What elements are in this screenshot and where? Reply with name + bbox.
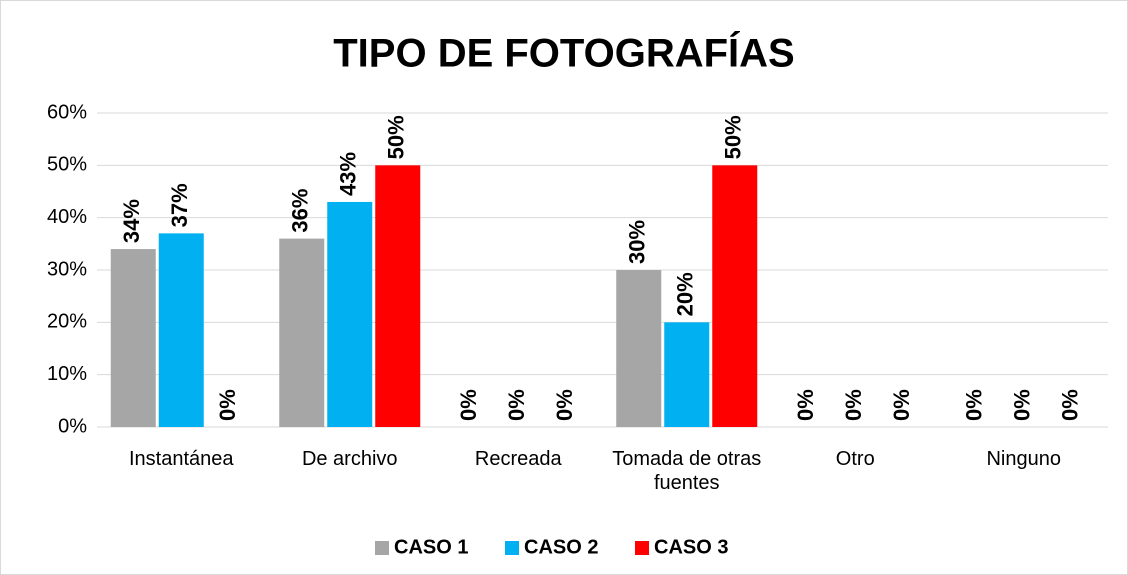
legend-swatch (635, 541, 649, 555)
bar (375, 165, 421, 428)
data-label: 0% (793, 389, 818, 421)
bar (158, 233, 204, 427)
y-tick-label: 40% (47, 206, 87, 228)
x-tick-label: Ninguno (986, 448, 1061, 470)
x-tick-label: Tomada de otras fuentes (612, 448, 762, 494)
data-label: 34% (119, 199, 144, 243)
data-label: 0% (552, 389, 577, 421)
y-tick-label: 0% (58, 415, 87, 437)
data-label: 37% (167, 183, 192, 227)
legend-label: CASO 3 (654, 536, 728, 558)
y-tick-label: 50% (47, 154, 87, 176)
bar (279, 238, 325, 427)
bar (616, 270, 662, 427)
bar (712, 165, 758, 428)
data-label: 0% (456, 389, 481, 421)
data-label: 0% (841, 389, 866, 421)
data-label: 50% (384, 115, 409, 159)
x-tick-label: De archivo (301, 448, 398, 470)
chart-title: TIPO DE FOTOGRAFÍAS (333, 31, 795, 76)
data-label: 36% (288, 189, 313, 233)
data-label: 0% (1010, 389, 1035, 421)
data-label: 50% (721, 115, 746, 159)
legend-swatch (375, 541, 389, 555)
x-tick-label: Recreada (474, 448, 562, 470)
legend-label: CASO 1 (394, 536, 468, 558)
legend-swatch (505, 541, 519, 555)
legend-label: CASO 2 (524, 536, 598, 558)
data-label: 20% (673, 272, 698, 316)
y-tick-label: 30% (47, 258, 87, 280)
x-tick-label: Otro (835, 448, 875, 470)
y-tick-label: 20% (47, 311, 87, 333)
data-label: 30% (625, 220, 650, 264)
bar (664, 322, 710, 427)
x-tick-label: Instantánea (128, 448, 234, 470)
y-tick-label: 60% (47, 101, 87, 123)
data-label: 0% (504, 389, 529, 421)
data-label: 0% (215, 389, 240, 421)
data-label: 0% (1058, 389, 1083, 421)
y-tick-label: 10% (47, 363, 87, 385)
bar (110, 249, 156, 427)
bar (327, 201, 373, 427)
data-label: 0% (962, 389, 987, 421)
data-label: 43% (336, 152, 361, 196)
data-label: 0% (889, 389, 914, 421)
